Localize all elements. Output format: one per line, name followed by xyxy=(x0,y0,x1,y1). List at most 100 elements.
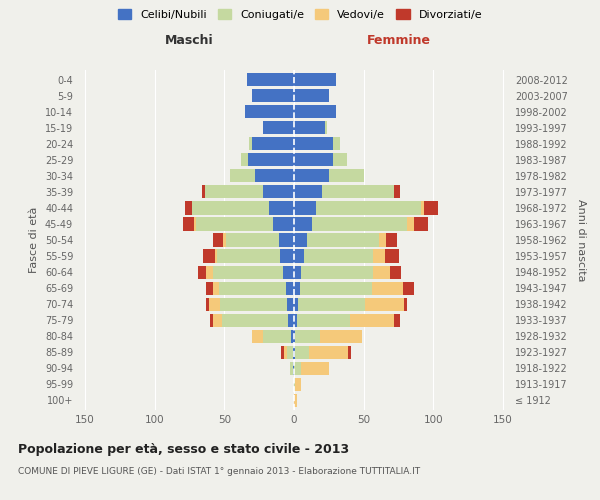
Bar xyxy=(209,298,220,310)
Bar xyxy=(307,234,379,246)
Bar xyxy=(294,378,295,391)
Bar xyxy=(294,298,298,310)
Text: COMUNE DI PIEVE LIGURE (GE) - Dati ISTAT 1° gennaio 2013 - Elaborazione TUTTITAL: COMUNE DI PIEVE LIGURE (GE) - Dati ISTAT… xyxy=(18,468,420,476)
Bar xyxy=(293,362,294,375)
Bar xyxy=(202,186,205,198)
Bar xyxy=(385,250,398,262)
Bar xyxy=(294,234,307,246)
Bar xyxy=(394,314,400,327)
Bar xyxy=(310,346,349,359)
Bar xyxy=(196,218,273,230)
Bar xyxy=(294,362,301,375)
Bar xyxy=(205,186,263,198)
Bar xyxy=(263,186,294,198)
Bar xyxy=(290,362,293,375)
Bar xyxy=(394,186,400,198)
Bar xyxy=(295,330,320,343)
Bar xyxy=(294,266,301,278)
Bar xyxy=(284,346,287,359)
Bar xyxy=(220,298,287,310)
Bar xyxy=(289,314,294,327)
Y-axis label: Anni di nascita: Anni di nascita xyxy=(576,198,586,281)
Bar xyxy=(223,234,226,246)
Text: Femmine: Femmine xyxy=(367,34,431,48)
Bar xyxy=(182,218,194,230)
Bar xyxy=(373,250,385,262)
Bar xyxy=(221,314,289,327)
Bar xyxy=(350,314,394,327)
Bar xyxy=(333,153,347,166)
Bar xyxy=(407,218,414,230)
Bar xyxy=(349,346,351,359)
Bar xyxy=(213,266,283,278)
Bar xyxy=(230,170,255,182)
Bar xyxy=(185,202,192,214)
Bar xyxy=(294,346,295,359)
Bar xyxy=(192,202,269,214)
Bar xyxy=(294,394,297,407)
Bar xyxy=(294,137,333,150)
Bar xyxy=(255,170,294,182)
Bar xyxy=(294,186,322,198)
Bar xyxy=(241,153,248,166)
Bar xyxy=(298,298,365,310)
Bar xyxy=(297,314,350,327)
Y-axis label: Fasce di età: Fasce di età xyxy=(29,207,39,273)
Bar xyxy=(263,121,294,134)
Bar xyxy=(198,266,206,278)
Bar xyxy=(206,282,213,294)
Bar xyxy=(250,137,252,150)
Bar xyxy=(424,202,437,214)
Bar xyxy=(316,202,421,214)
Bar xyxy=(211,314,213,327)
Bar xyxy=(294,218,312,230)
Text: Popolazione per età, sesso e stato civile - 2013: Popolazione per età, sesso e stato civil… xyxy=(18,442,349,456)
Bar xyxy=(287,298,294,310)
Bar xyxy=(294,121,325,134)
Bar xyxy=(278,234,294,246)
Bar xyxy=(294,314,297,327)
Bar xyxy=(379,234,386,246)
Bar xyxy=(217,250,280,262)
Bar xyxy=(287,346,293,359)
Bar xyxy=(301,362,329,375)
Bar xyxy=(219,282,286,294)
Bar xyxy=(322,186,394,198)
Bar xyxy=(269,202,294,214)
Bar xyxy=(213,282,219,294)
Bar xyxy=(304,250,373,262)
Bar xyxy=(226,234,278,246)
Bar xyxy=(301,266,373,278)
Bar xyxy=(283,266,294,278)
Bar xyxy=(213,234,223,246)
Bar xyxy=(294,105,336,118)
Bar xyxy=(295,346,310,359)
Bar xyxy=(414,218,428,230)
Bar xyxy=(294,250,304,262)
Bar xyxy=(273,218,294,230)
Bar xyxy=(390,266,401,278)
Bar xyxy=(203,250,215,262)
Bar xyxy=(293,346,294,359)
Bar xyxy=(291,330,294,343)
Bar xyxy=(294,153,333,166)
Bar xyxy=(320,330,362,343)
Bar xyxy=(252,137,294,150)
Bar xyxy=(294,202,316,214)
Bar xyxy=(404,298,407,310)
Bar xyxy=(372,282,403,294)
Bar xyxy=(294,282,299,294)
Bar xyxy=(194,218,196,230)
Bar xyxy=(299,282,372,294)
Bar xyxy=(325,121,328,134)
Text: Maschi: Maschi xyxy=(165,34,214,48)
Bar xyxy=(213,314,221,327)
Bar xyxy=(365,298,404,310)
Bar xyxy=(329,170,364,182)
Bar xyxy=(373,266,390,278)
Bar xyxy=(247,73,294,86)
Bar xyxy=(294,170,329,182)
Bar xyxy=(252,330,263,343)
Bar xyxy=(386,234,397,246)
Bar xyxy=(294,89,329,102)
